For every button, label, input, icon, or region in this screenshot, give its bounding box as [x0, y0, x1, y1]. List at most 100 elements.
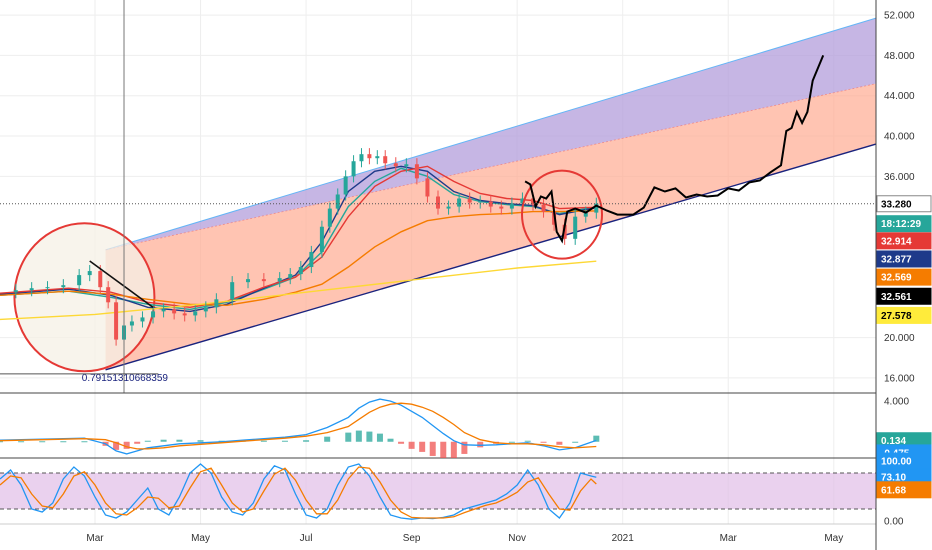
moving-average-line: [0, 210, 597, 307]
axis-badge-text: 33.280: [881, 199, 912, 210]
candle-body: [203, 307, 208, 312]
macd-histogram-bar: [461, 441, 468, 454]
regression-channel: [105, 17, 877, 371]
stoch-k-line: [0, 463, 597, 520]
price-tick-label: 16.000: [884, 373, 915, 384]
circle-marker-right[interactable]: [521, 169, 604, 260]
macd-histogram-bar: [355, 430, 362, 442]
axis-badge-bg: [876, 250, 932, 268]
candle-body: [309, 251, 314, 268]
macd-histogram-bar: [303, 440, 310, 442]
moving-average-line: [0, 167, 597, 311]
candle-body: [129, 321, 134, 326]
stochastic-panel[interactable]: [0, 463, 876, 520]
macd-histogram-bar: [440, 441, 447, 458]
macd-histogram-bar: [281, 440, 288, 442]
stoch-top-badge[interactable]: 100.00: [876, 452, 932, 470]
macd-histogram-bar: [60, 441, 67, 443]
price-axis[interactable]: 52.000 48.000 44.000 40.000 36.000 20.000 16.0…: [876, 11, 932, 528]
macd-histogram-bar: [113, 441, 120, 450]
axis-badge-text: 32.561: [881, 292, 912, 303]
channel-bottom-line[interactable]: [105, 143, 877, 371]
macd-panel[interactable]: [0, 398, 600, 458]
macd-histogram-bar: [419, 441, 426, 452]
candle-body: [436, 196, 440, 209]
candle-body: [446, 206, 451, 209]
macd-histogram-bar: [540, 441, 547, 443]
axis-badge-bg: [876, 232, 932, 250]
highlight-circle-left[interactable]: [13, 222, 156, 373]
macd-histogram-bar: [0, 441, 3, 443]
stoch-badge[interactable]: 73.10: [876, 468, 932, 486]
axis-badge-text: 73.10: [881, 473, 906, 484]
price-badge[interactable]: 27.578: [876, 306, 932, 324]
time-tick-label: Nov: [508, 533, 526, 544]
highlight-circle-right[interactable]: [521, 169, 604, 260]
price-badge[interactable]: 32.569: [876, 268, 932, 286]
candle-body: [359, 154, 364, 162]
candle-body: [425, 178, 430, 197]
candle-body: [319, 226, 324, 252]
macd-histogram-bar: [81, 441, 88, 443]
candle-body: [172, 309, 177, 314]
moving-average-line: [0, 165, 597, 309]
channel-top-line[interactable]: [105, 17, 877, 251]
time-tick-label: Sep: [403, 533, 421, 544]
moving-average-line: [0, 260, 597, 321]
price-badge[interactable]: 32.914: [876, 232, 932, 250]
candle-body: [594, 203, 599, 213]
axis-badge-bg: [876, 481, 932, 499]
macd-histogram-bar: [387, 438, 394, 442]
macd-histogram-bar: [197, 440, 204, 442]
candle-body: [478, 201, 483, 203]
macd-histogram-bar: [160, 439, 167, 442]
macd-histogram-bar: [593, 435, 600, 442]
macd-histogram-bar: [429, 441, 436, 456]
price-badge[interactable]: 33.280: [876, 195, 932, 213]
candle-body: [457, 198, 462, 207]
candle-body: [335, 194, 340, 209]
macd-histogram-bar: [450, 441, 457, 458]
macd-histogram-bar: [18, 441, 25, 443]
candle-body: [214, 299, 219, 308]
time-tick-label: May: [824, 533, 843, 544]
time-tick-label: May: [191, 533, 210, 544]
stoch-tick-label: 0.00: [884, 517, 904, 528]
stoch-badge[interactable]: 61.68: [876, 481, 932, 499]
axis-badge-bg: [876, 195, 932, 213]
price-badge[interactable]: 18:12:29: [876, 215, 932, 233]
candle-body: [351, 161, 356, 177]
channel-lower-fill: [105, 83, 876, 370]
axis-badge-text: 100.00: [881, 457, 912, 468]
projection-path[interactable]: [524, 55, 825, 244]
candle-body: [583, 212, 588, 217]
candle-body: [343, 176, 348, 195]
candle-body: [404, 164, 409, 167]
candle-body: [467, 198, 472, 203]
macd-histogram-bar: [398, 441, 405, 444]
axis-badge-text: 32.914: [881, 236, 912, 247]
candle-body: [98, 271, 103, 288]
macd-histogram-bar: [345, 432, 352, 442]
macd-histogram-bar: [123, 441, 130, 449]
circle-marker-left[interactable]: [13, 222, 156, 373]
candle-body: [61, 285, 66, 288]
macd-histogram-bar: [376, 433, 383, 442]
channel-mid-line: [105, 83, 877, 251]
moving-averages: [0, 165, 597, 321]
macd-histogram-bar: [260, 440, 267, 442]
price-tick-label: 52.000: [884, 11, 915, 22]
price-badge[interactable]: 32.877: [876, 250, 932, 268]
time-axis[interactable]: Mar May Jul Sep Nov 2021 Mar May: [86, 533, 843, 544]
macd-line: [0, 398, 597, 455]
price-tick-label: 36.000: [884, 172, 915, 183]
price-badge[interactable]: 32.561: [876, 287, 932, 305]
candle-body: [106, 287, 111, 303]
candle-body: [140, 317, 145, 322]
candle-body: [499, 206, 504, 209]
macd-histogram-bar: [508, 441, 515, 443]
axis-badge-bg: [876, 268, 932, 286]
price-tick-label: 44.000: [884, 91, 915, 102]
trend-line-drawing[interactable]: [89, 260, 154, 308]
